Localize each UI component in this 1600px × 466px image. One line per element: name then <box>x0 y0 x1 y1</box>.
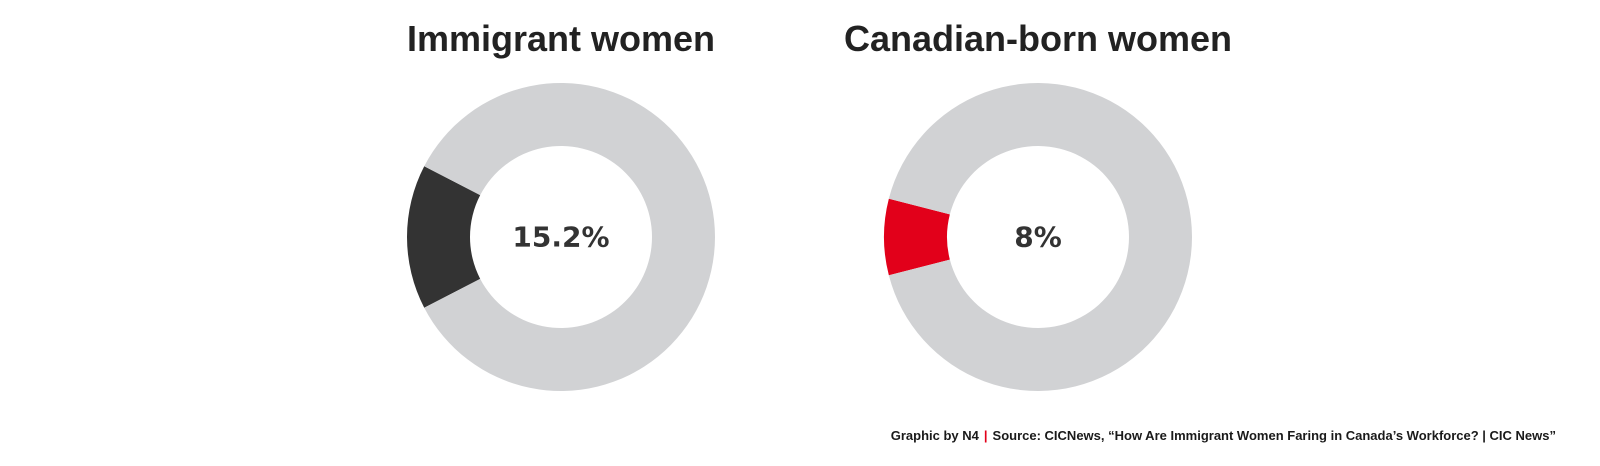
source-footer: Graphic by N4 | Source: CICNews, “How Are … <box>891 428 1556 443</box>
donut-chart-canadian-born-women: Canadian-born women 8% <box>828 0 1248 410</box>
chart-title: Canadian-born women <box>843 18 1233 59</box>
chart-title: Immigrant women <box>406 18 716 59</box>
donut-svg: 8% <box>884 83 1192 392</box>
graphic-credit: Graphic by N4 <box>890 428 979 443</box>
remainder-slice <box>424 83 715 392</box>
center-value-label: 8% <box>1014 221 1062 254</box>
source-citation: Source: CICNews, “How Are Immigrant Wome… <box>992 428 1556 443</box>
center-value-label: 15.2% <box>512 221 609 254</box>
remainder-slice <box>888 83 1192 392</box>
highlight-slice <box>407 166 481 308</box>
footer-separator: | <box>983 428 988 443</box>
donut-chart-immigrant-women: Immigrant women 15.2% <box>351 0 771 410</box>
donut-svg: 15.2% <box>407 83 715 392</box>
highlight-slice <box>884 198 950 276</box>
